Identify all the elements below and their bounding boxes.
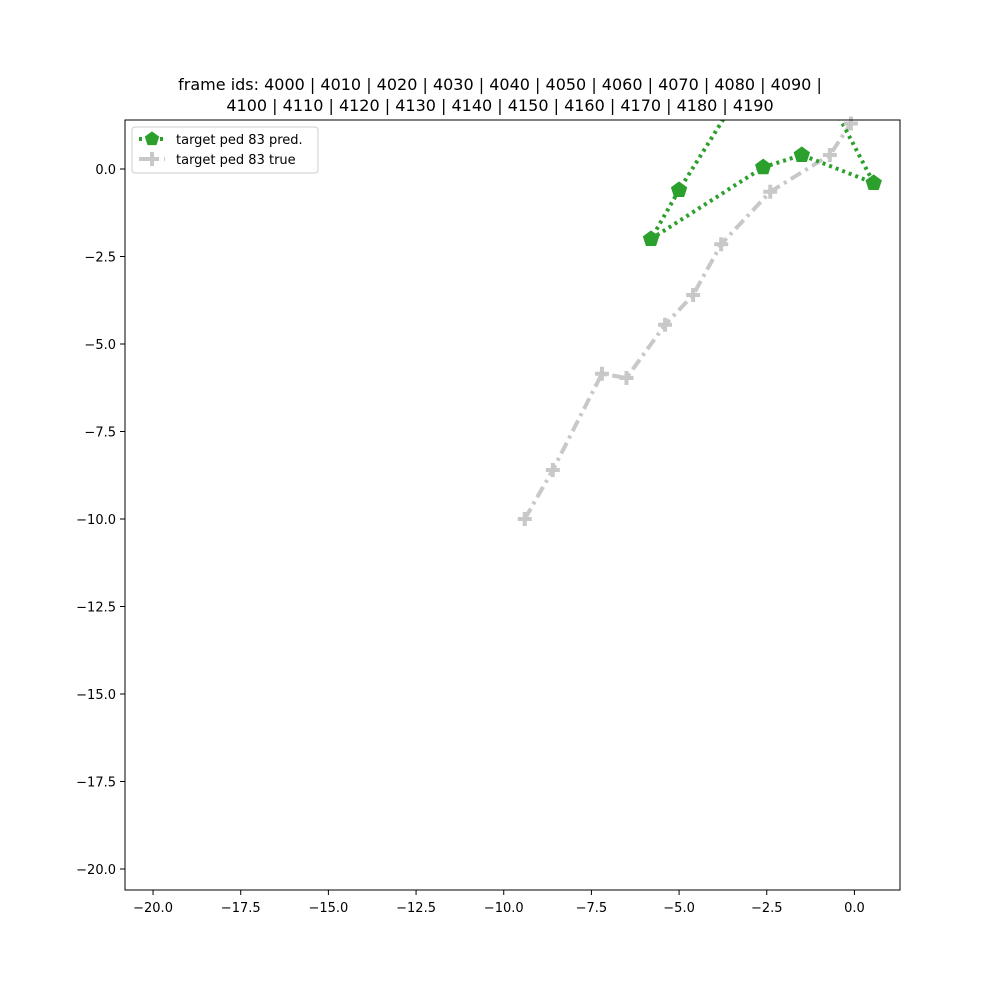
y-tick-label: −12.5 bbox=[76, 601, 116, 616]
pred-point-marker bbox=[755, 158, 772, 175]
series-line-pred bbox=[649, 120, 876, 241]
x-tick-label: −12.5 bbox=[396, 901, 436, 916]
y-tick-label: −15.0 bbox=[76, 688, 116, 703]
x-tick-label: −5.0 bbox=[663, 901, 695, 916]
true-point-marker bbox=[619, 370, 634, 385]
x-tick-label: 0.0 bbox=[844, 901, 865, 916]
series-line-true bbox=[523, 122, 853, 520]
true-point-marker bbox=[843, 116, 858, 131]
x-tick-label: −17.5 bbox=[221, 901, 261, 916]
x-tick-label: −15.0 bbox=[308, 901, 348, 916]
legend-label: target ped 83 true bbox=[176, 153, 296, 168]
true-point-marker bbox=[714, 237, 729, 252]
y-tick-label: −5.0 bbox=[84, 338, 116, 353]
x-tick-label: −7.5 bbox=[576, 901, 608, 916]
markers-layer bbox=[517, 116, 882, 526]
chart-title-line-1: frame ids: 4000 | 4010 | 4020 | 4030 | 4… bbox=[178, 75, 822, 94]
y-tick-label: −10.0 bbox=[76, 513, 116, 528]
pred-point-marker bbox=[793, 146, 811, 162]
legend: target ped 83 pred. target ped 83 true bbox=[131, 126, 319, 174]
true-point-marker bbox=[822, 148, 837, 162]
x-tick-label: −2.5 bbox=[751, 901, 783, 916]
true-point-marker bbox=[686, 288, 701, 302]
legend-label: target ped 83 pred. bbox=[176, 133, 303, 148]
true-point-marker bbox=[658, 317, 673, 332]
y-tick-label: −2.5 bbox=[84, 251, 116, 266]
pred-point-marker bbox=[642, 230, 660, 246]
plot-frame bbox=[124, 119, 901, 891]
true-point-marker bbox=[545, 463, 560, 477]
pred-point-marker bbox=[670, 181, 688, 197]
legend-true-marker bbox=[145, 152, 159, 166]
x-tick-label: −20.0 bbox=[133, 901, 173, 916]
series-layer bbox=[523, 120, 876, 520]
true-point-marker bbox=[594, 366, 609, 381]
y-tick-label: 0.0 bbox=[95, 163, 116, 178]
legend-pred-marker bbox=[144, 131, 160, 146]
legend-box bbox=[131, 126, 319, 174]
x-tick-label: −10.0 bbox=[484, 901, 524, 916]
y-axis: 0.0 −2.5 −5.0 −7.5 −10.0 −12.5 −15.0 −17.5 −20.0 bbox=[76, 163, 125, 878]
true-point-marker bbox=[763, 184, 778, 199]
y-tick-label: −20.0 bbox=[76, 863, 116, 878]
true-point-marker bbox=[517, 512, 532, 526]
y-tick-label: −7.5 bbox=[84, 426, 116, 441]
y-tick-label: −17.5 bbox=[76, 776, 116, 791]
x-axis: −20.0 −17.5 −15.0 −12.5 −10.0 −7.5 −5.0 −2.5 0.0 bbox=[133, 890, 865, 916]
chart-title-line-2: 4100 | 4110 | 4120 | 4130 | 4140 | 4150 … bbox=[226, 96, 774, 115]
pred-point-marker bbox=[865, 174, 882, 190]
